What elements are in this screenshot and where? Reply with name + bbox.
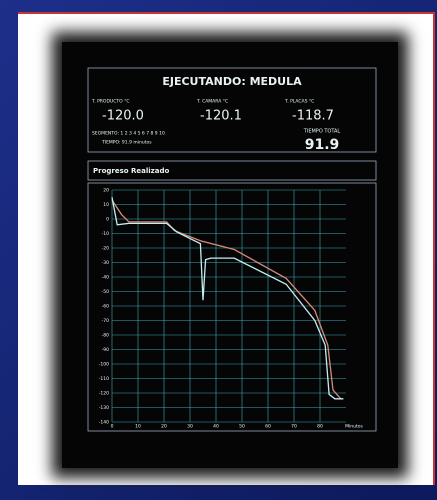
- readout-value: -120.0: [102, 109, 144, 124]
- screen: [62, 42, 398, 468]
- readout-label: T. CAMARA °C: [196, 99, 228, 105]
- y-tick-label: -50: [102, 289, 109, 295]
- y-tick-label: -110: [99, 376, 109, 382]
- subtitle-box: [87, 160, 377, 181]
- x-tick-label: 10: [135, 424, 141, 430]
- y-tick-label: -10: [102, 231, 109, 237]
- readout-label: T. PLACAS °C: [284, 99, 314, 105]
- y-tick-label: 20: [103, 188, 109, 194]
- title: EJECUTANDO: MEDULA: [162, 75, 302, 88]
- x-tick-label: 70: [291, 424, 297, 430]
- readout-label: T. PRODUCTO °C: [91, 99, 129, 105]
- y-tick-label: -130: [99, 405, 109, 411]
- y-tick-label: 10: [103, 202, 109, 208]
- x-tick-label: 0: [111, 424, 114, 430]
- x-tick-label: 30: [187, 424, 193, 430]
- x-axis-label: Minutos: [345, 424, 363, 430]
- y-tick-label: -30: [102, 260, 109, 266]
- y-tick-label: -140: [99, 420, 109, 426]
- y-tick-label: -20: [102, 246, 109, 252]
- y-tick-label: -90: [102, 347, 109, 353]
- y-tick-label: -70: [102, 318, 109, 324]
- header-box: [87, 67, 377, 153]
- x-tick-label: 60: [265, 424, 271, 430]
- total-label: TIEMPO TOTAL: [303, 129, 341, 135]
- y-tick-label: 0: [106, 217, 109, 223]
- y-tick-label: -40: [102, 275, 109, 281]
- x-tick-label: 40: [213, 424, 219, 430]
- data-line: [111, 199, 342, 400]
- x-tick-label: 20: [161, 424, 167, 430]
- y-tick-label: -100: [99, 362, 109, 368]
- y-tick-label: -120: [99, 391, 109, 397]
- data-line: [111, 197, 344, 400]
- y-tick-label: -80: [102, 333, 109, 339]
- x-tick-label: 80: [317, 424, 323, 430]
- time-text: TIEMPO: 91.9 minutos: [101, 140, 152, 146]
- subtitle: Progreso Realizado: [93, 167, 169, 175]
- chart-box: [87, 182, 377, 432]
- x-tick-label: 50: [239, 424, 245, 430]
- readout-value: -118.7: [292, 109, 334, 124]
- y-tick-label: -60: [102, 304, 109, 310]
- readout-value: -120.1: [200, 109, 242, 124]
- segment-text: SEGMENTO: 1 2 3 4 5 6 7 8 9 10: [92, 131, 165, 137]
- total-value: 91.9: [305, 137, 340, 153]
